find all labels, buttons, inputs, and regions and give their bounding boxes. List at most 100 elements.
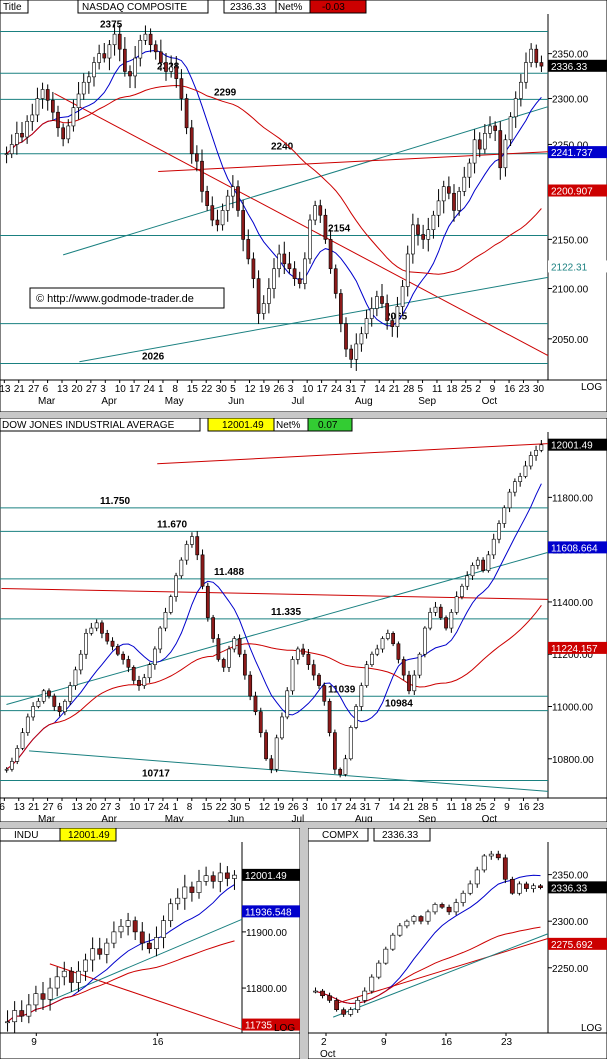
candle	[422, 627, 427, 655]
candle	[467, 883, 473, 894]
candle	[523, 465, 528, 477]
price-tag-label: 2336.33	[551, 62, 588, 73]
price-tag	[548, 438, 607, 451]
candle	[438, 606, 443, 618]
price-tag-label: 11608.664	[551, 543, 598, 554]
candle	[168, 903, 174, 921]
y-tick-label: 11000.00	[552, 703, 593, 714]
x-tick-label: 6	[0, 802, 5, 813]
candle	[76, 93, 81, 108]
nasdaq-chart[interactable]: Title NASDAQ COMPOSITE 2336.33 Net% -0.03237…	[0, 0, 607, 412]
candle	[200, 554, 205, 587]
moving-average-short	[6, 49, 542, 327]
candle	[5, 1021, 10, 1024]
header-name-box	[0, 418, 201, 432]
candle	[362, 990, 368, 1001]
x-tick-label: 12	[259, 802, 271, 813]
x-month-label: Sep	[418, 396, 436, 407]
candle	[306, 653, 311, 665]
candle	[40, 993, 46, 1000]
candle	[56, 111, 60, 129]
price-tag	[548, 260, 607, 273]
header-name-box	[308, 828, 369, 842]
candle	[425, 911, 431, 922]
candle	[411, 224, 415, 255]
moving-average-long	[7, 940, 235, 1023]
x-tick-label: 23	[501, 1037, 513, 1048]
candle	[370, 653, 374, 665]
candle	[138, 40, 143, 59]
x-tick-label: 10	[317, 802, 329, 813]
compx-chart[interactable]: COMPX 2336.332250.002300.002350.002336.33…	[308, 828, 607, 1059]
x-month-label: Mar	[38, 814, 56, 822]
level-label: 10717	[142, 768, 170, 779]
header-name: INDU	[14, 830, 38, 841]
x-tick-label: 26	[273, 384, 285, 395]
candle	[61, 970, 67, 978]
x-tick-label: 10	[302, 384, 314, 395]
price-tag-label: 2336.33	[551, 883, 588, 894]
candle	[158, 627, 163, 650]
candle	[334, 1000, 340, 1011]
candle	[343, 758, 348, 775]
moving-average-long	[6, 84, 542, 275]
header-name: NASDAQ COMPOSITE	[82, 2, 187, 13]
candle	[411, 916, 417, 922]
candle	[196, 881, 202, 893]
x-month-label: Aug	[355, 396, 373, 407]
indu-chart[interactable]: INDU 12001.49 11800.00 11900.00 12001.49 1193…	[0, 828, 300, 1059]
candle	[364, 664, 369, 686]
candle	[227, 648, 231, 668]
compx-chart-panel[interactable]: COMPX 2336.33 2250.00 2300.00 2350.00 2336.33…	[308, 828, 607, 1059]
candle	[210, 205, 215, 221]
candle	[174, 66, 179, 79]
candle	[308, 219, 312, 260]
x-month-label: Oct	[482, 814, 498, 822]
dow-chart-panel[interactable]: DOW JONES INDUSTRIAL AVERAGE 12001.49 Net%…	[0, 418, 607, 822]
moving-average-long	[6, 605, 542, 770]
candle	[232, 874, 237, 879]
candle	[502, 857, 508, 880]
trend-line	[334, 938, 549, 1005]
x-tick-label: 15	[201, 802, 213, 813]
candle	[164, 62, 168, 72]
candle	[518, 476, 523, 482]
trend-line	[157, 443, 549, 465]
candle	[182, 886, 188, 899]
trend-line	[54, 93, 549, 357]
candle	[78, 653, 83, 671]
candle	[125, 920, 131, 927]
candle	[184, 544, 189, 561]
x-tick-label: 26	[288, 802, 300, 813]
price-tag-label: 11224.157	[551, 644, 598, 655]
x-tick-label: 27	[100, 802, 112, 813]
candle	[117, 33, 122, 50]
candle	[41, 690, 46, 702]
candle	[375, 296, 379, 309]
nasdaq-chart-panel[interactable]: Title NASDAQ COMPOSITE 2336.33 Net% -0.03 237…	[0, 0, 607, 412]
header-last: 12001.49	[222, 420, 264, 431]
candle	[102, 53, 107, 59]
candle	[391, 633, 396, 645]
x-tick-label: 31	[345, 384, 357, 395]
candle	[285, 690, 290, 718]
dow-chart[interactable]: DOW JONES INDUSTRIAL AVERAGE 12001.49 Net%…	[0, 418, 607, 822]
candle	[267, 288, 271, 304]
candle	[404, 920, 410, 927]
candle	[248, 674, 253, 697]
candle	[10, 761, 14, 770]
price-tag	[548, 146, 607, 159]
candle	[62, 700, 67, 713]
candle	[132, 920, 138, 933]
candle	[524, 62, 528, 83]
candle	[33, 993, 39, 1006]
x-tick-label: 16	[518, 802, 530, 813]
y-tick-label: 2100.00	[552, 285, 589, 296]
indu-chart-panel[interactable]: INDU 12001.49 11800.00 11900.00 12001.49 1193…	[0, 828, 300, 1059]
price-tag-label: 12001.49	[245, 871, 287, 882]
price-tag	[548, 541, 607, 554]
x-tick-label: 5	[432, 802, 438, 813]
y-tick-label: 2050.00	[552, 335, 589, 346]
candle	[481, 559, 486, 571]
price-tag-label: 12001.49	[551, 441, 593, 452]
